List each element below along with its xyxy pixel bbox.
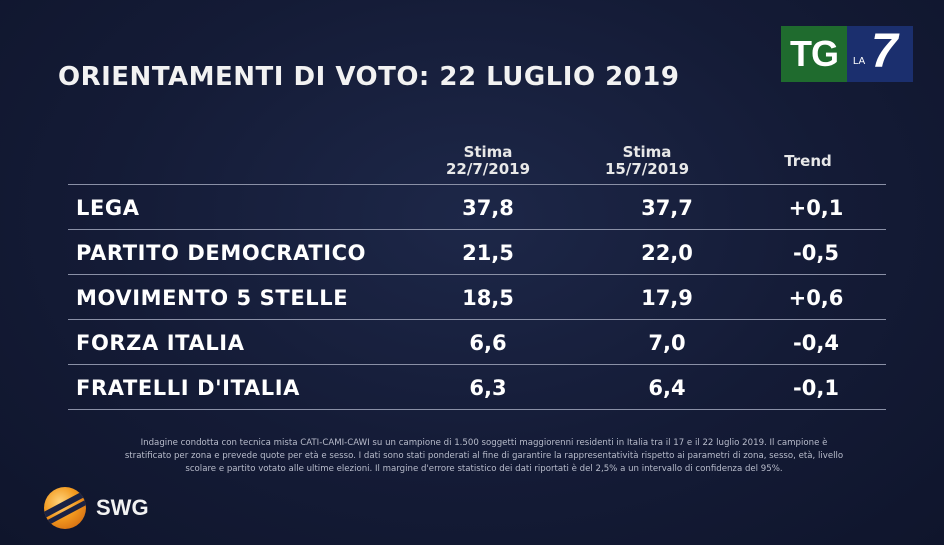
party-name: FRATELLI D'ITALIA — [76, 376, 300, 400]
swg-globe-icon — [44, 487, 86, 529]
trend-value: -0,4 — [793, 331, 839, 355]
column-header-3-label: Trend — [784, 152, 832, 170]
table-row: MOVIMENTO 5 STELLE 18,5 17,9 +0,6 — [68, 274, 886, 319]
chart-title: ORIENTAMENTI DI VOTO: 22 LUGLIO 2019 — [58, 62, 680, 92]
estimate-22-7: 21,5 — [462, 241, 514, 265]
column-header-2: Stima 15/7/2019 — [582, 144, 712, 178]
estimate-15-7: 37,7 — [641, 196, 693, 220]
column-header-2-date: 15/7/2019 — [604, 160, 690, 178]
column-header-3: Trend — [748, 153, 868, 170]
estimate-15-7: 17,9 — [641, 286, 693, 310]
results-table: LEGA 37,8 37,7 +0,1 PARTITO DEMOCRATICO … — [68, 184, 886, 410]
swg-logo: SWG — [44, 487, 149, 529]
party-name: FORZA ITALIA — [76, 331, 245, 355]
estimate-22-7: 18,5 — [462, 286, 514, 310]
trend-value: +0,1 — [788, 196, 844, 220]
estimate-22-7: 37,8 — [462, 196, 514, 220]
la-logo-text: LA — [853, 56, 866, 67]
seven-logo-text: 7 — [871, 25, 898, 78]
trend-value: -0,5 — [793, 241, 839, 265]
table-row: LEGA 37,8 37,7 +0,1 — [68, 184, 886, 229]
note-line: scolare e partito votato alle ultime ele… — [185, 463, 783, 474]
party-name: LEGA — [76, 196, 140, 220]
swg-brand-name: SWG — [96, 495, 149, 520]
column-header-1-date: 22/7/2019 — [445, 160, 531, 178]
estimate-15-7: 7,0 — [648, 331, 686, 355]
column-header-2-label: Stima — [622, 143, 672, 161]
trend-value: +0,6 — [788, 286, 844, 310]
table-row: FORZA ITALIA 6,6 7,0 -0,4 — [68, 319, 886, 364]
methodology-note: Indagine condotta con tecnica mista CATI… — [74, 437, 894, 475]
table-row: PARTITO DEMOCRATICO 21,5 22,0 -0,5 — [68, 229, 886, 274]
column-header-1: Stima 22/7/2019 — [428, 144, 548, 178]
estimate-22-7: 6,6 — [469, 331, 507, 355]
column-header-1-label: Stima — [463, 143, 513, 161]
party-name: PARTITO DEMOCRATICO — [76, 241, 367, 265]
table-row: FRATELLI D'ITALIA 6,3 6,4 -0,1 — [68, 364, 886, 410]
tg-la7-logo: TG LA 7 — [781, 25, 913, 82]
note-line: stratificato per zona e prevede quote pe… — [124, 450, 844, 461]
tg-logo-text: TG — [781, 26, 847, 82]
estimate-15-7: 22,0 — [641, 241, 693, 265]
estimate-22-7: 6,3 — [469, 376, 507, 400]
estimate-15-7: 6,4 — [648, 376, 686, 400]
trend-value: -0,1 — [793, 376, 839, 400]
note-line: Indagine condotta con tecnica mista CATI… — [140, 438, 828, 448]
la7-logo: LA 7 — [847, 25, 913, 82]
party-name: MOVIMENTO 5 STELLE — [76, 286, 349, 310]
